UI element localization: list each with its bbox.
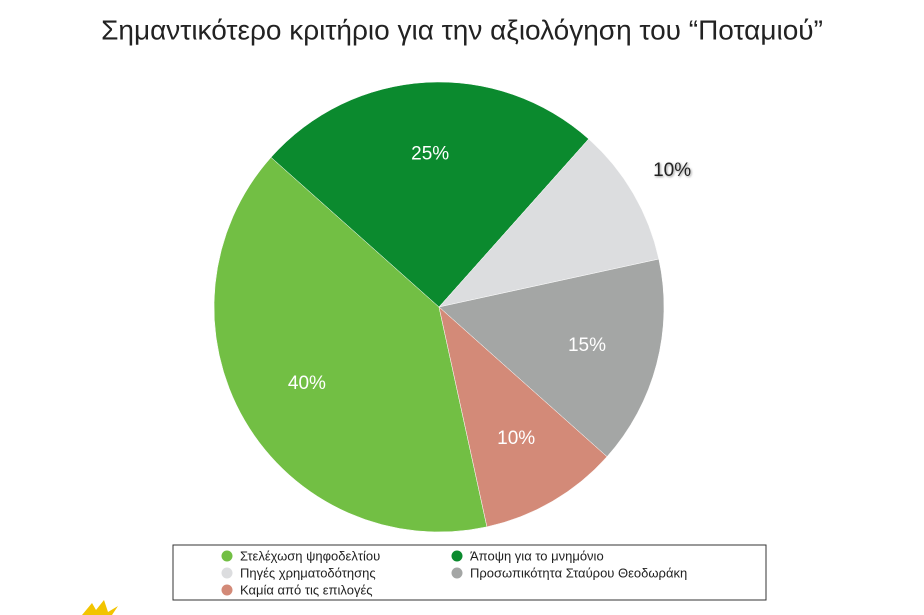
legend-swatch xyxy=(451,567,463,579)
legend-label: Πηγές χρηματοδότησης xyxy=(240,565,376,580)
logo xyxy=(82,600,118,615)
chart-title: Σημαντικότερο κριτήριο για την αξιολόγησ… xyxy=(101,14,823,45)
pie-slice xyxy=(438,258,665,458)
legend-swatch xyxy=(221,550,233,562)
legend-label: Προσωπικότητα Σταύρου Θεοδωράκη xyxy=(470,565,687,580)
legend-label: Στελέχωση ψηφοδελτίου xyxy=(240,548,380,563)
pie-slice xyxy=(213,156,488,533)
data-label: 10% xyxy=(653,160,691,181)
legend-swatch xyxy=(221,584,233,596)
data-label: 40% xyxy=(288,373,326,394)
pie-slice xyxy=(438,306,608,528)
legend-box xyxy=(172,544,767,601)
legend-swatch xyxy=(221,567,233,579)
pie-slice xyxy=(438,138,660,308)
legend-swatch xyxy=(451,550,463,562)
data-label: 15% xyxy=(568,335,606,356)
data-label: 10% xyxy=(497,428,535,449)
legend-label: Άποψη για το μνημόνιο xyxy=(470,548,604,563)
legend-label: Καμία από τις επιλογές xyxy=(240,582,373,597)
data-label: 25% xyxy=(411,143,449,164)
pie-slice xyxy=(270,81,590,308)
